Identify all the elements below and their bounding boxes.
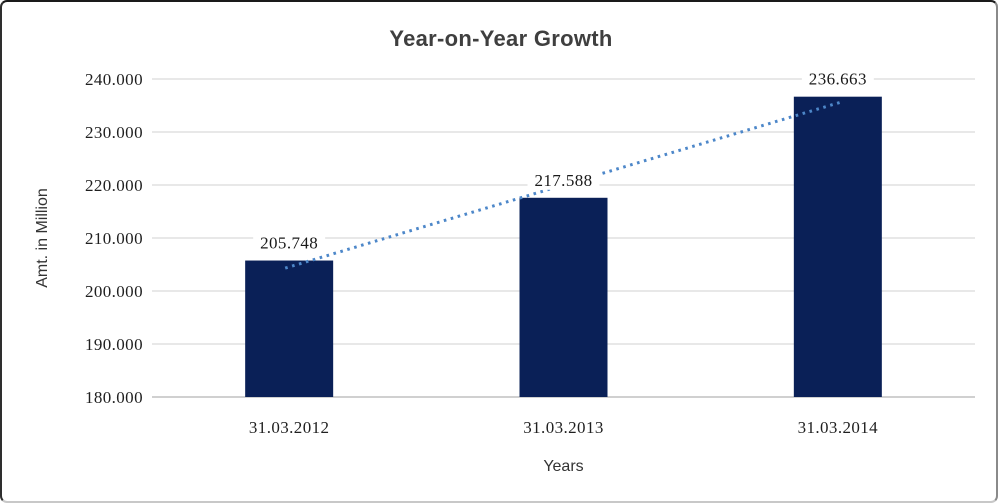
category-label: 31.03.2014 [798, 418, 879, 437]
y-tick-label: 240.000 [85, 70, 143, 89]
data-label-bg [527, 168, 600, 190]
bar [245, 260, 334, 397]
data-label: 217.588 [534, 171, 592, 190]
x-axis-title: Years [543, 458, 584, 475]
y-axis-title: Amt. in Million [34, 188, 51, 288]
category-label: 31.03.2013 [523, 418, 604, 437]
data-label-bg [253, 231, 326, 253]
bar [793, 96, 882, 397]
data-label-bg [801, 67, 874, 89]
y-tick-label: 220.000 [85, 176, 143, 195]
bar [519, 197, 608, 397]
category-label: 31.03.2012 [249, 418, 330, 437]
chart-title: Year-on-Year Growth [389, 26, 613, 51]
data-label: 236.663 [809, 70, 867, 89]
y-tick-label: 210.000 [85, 229, 143, 248]
y-tick-label: 190.000 [85, 335, 143, 354]
y-tick-label: 230.000 [85, 123, 143, 142]
y-tick-label: 180.000 [85, 388, 143, 407]
data-label: 205.748 [260, 234, 318, 253]
y-tick-label: 200.000 [85, 282, 143, 301]
